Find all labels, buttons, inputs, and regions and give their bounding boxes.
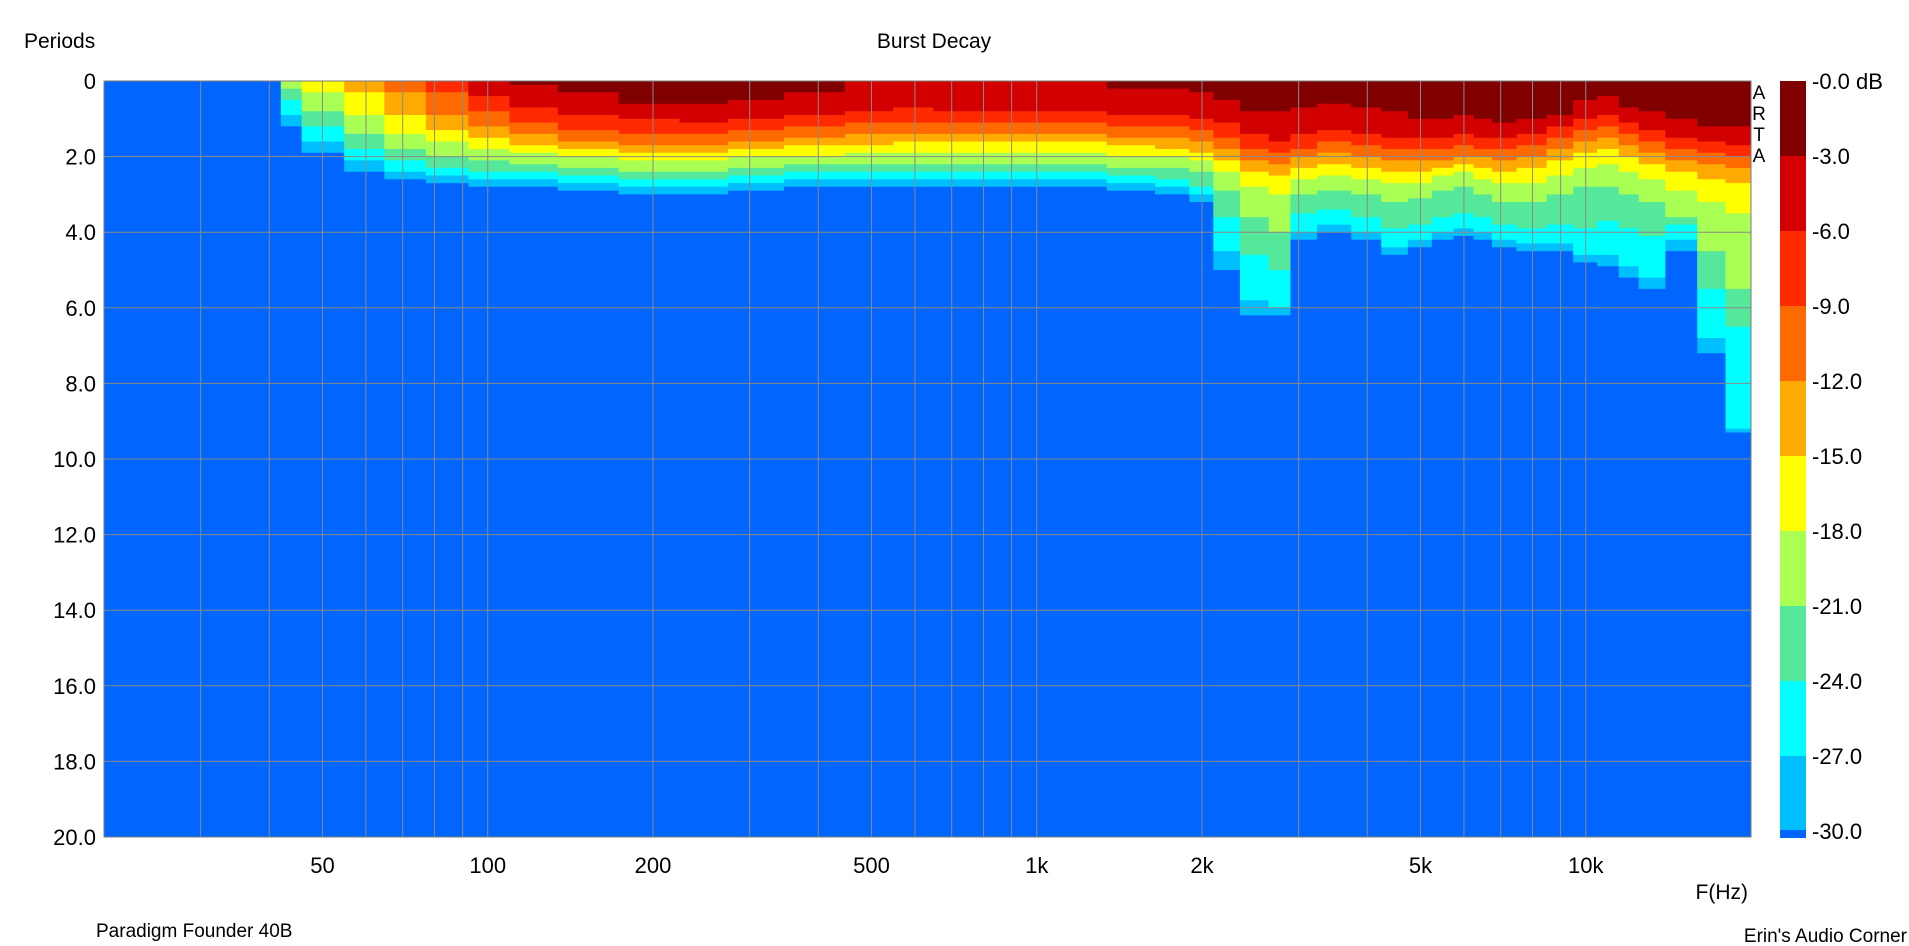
x-tick-label: 10k <box>1568 853 1604 878</box>
colorbar-label: -3.0 <box>1812 144 1850 169</box>
y-tick-label: 14.0 <box>53 598 96 623</box>
colorbar-label: -12.0 <box>1812 369 1862 394</box>
decay-contours <box>280 81 1751 433</box>
x-tick-label: 50 <box>310 853 334 878</box>
arta-letter: A <box>1753 83 1766 104</box>
colorbar-label: -21.0 <box>1812 594 1862 619</box>
colorbar-band <box>1780 830 1806 838</box>
y-tick-label: 18.0 <box>53 749 96 774</box>
x-axis-label: F(Hz) <box>1696 881 1748 904</box>
x-tick-label: 5k <box>1409 853 1433 878</box>
y-tick-label: 6.0 <box>65 296 96 321</box>
x-tick-label: 200 <box>635 853 672 878</box>
y-axis-label: Periods <box>24 30 95 53</box>
arta-letter: T <box>1753 125 1765 146</box>
colorbar: -0.0 dB -3.0 -6.0 -9.0 -12.0 -15.0 -18.0 -21.0 -… <box>1780 69 1883 844</box>
y-tick-label: 12.0 <box>53 523 96 548</box>
colorbar-band <box>1780 81 1806 156</box>
grid-lines <box>104 81 1751 837</box>
colorbar-band <box>1780 381 1806 456</box>
y-tick-label: 0 <box>84 69 96 94</box>
x-tick-label: 100 <box>469 853 506 878</box>
x-axis-ticks: 50 100 200 500 1k 2k 5k 10k <box>310 853 1604 878</box>
x-tick-label: 1k <box>1025 853 1049 878</box>
colorbar-band <box>1780 531 1806 606</box>
colorbar-band <box>1780 231 1806 306</box>
colorbar-label: -9.0 <box>1812 294 1850 319</box>
arta-letter: R <box>1752 104 1766 125</box>
credit-text: Erin's Audio Corner <box>1744 926 1908 946</box>
decay-band-m3 <box>280 81 1751 127</box>
y-tick-label: 16.0 <box>53 674 96 699</box>
colorbar-label: -30.0 <box>1812 819 1862 844</box>
colorbar-band <box>1780 306 1806 381</box>
colorbar-label: -24.0 <box>1812 669 1862 694</box>
colorbar-label: -15.0 <box>1812 444 1862 469</box>
colorbar-band <box>1780 681 1806 756</box>
plot-frame <box>103 80 1752 838</box>
x-tick-label: 2k <box>1190 853 1214 878</box>
arta-letter: A <box>1753 146 1766 167</box>
colorbar-label: -6.0 <box>1812 219 1850 244</box>
chart-title: Burst Decay <box>877 30 992 53</box>
plot-border <box>103 80 1752 838</box>
y-tick-label: 20.0 <box>53 825 96 850</box>
x-tick-label: 500 <box>853 853 890 878</box>
colorbar-label: -0.0 dB <box>1812 69 1883 94</box>
y-tick-label: 4.0 <box>65 220 96 245</box>
y-axis-ticks: 0 2.0 4.0 6.0 8.0 10.0 12.0 14.0 16.0 18.0 20.0 <box>53 69 96 850</box>
colorbar-band <box>1780 456 1806 531</box>
colorbar-label: -27.0 <box>1812 744 1862 769</box>
product-name: Paradigm Founder 40B <box>96 921 292 942</box>
y-tick-label: 2.0 <box>65 145 96 170</box>
y-tick-label: 10.0 <box>53 447 96 472</box>
colorbar-label: -18.0 <box>1812 519 1862 544</box>
y-tick-label: 8.0 <box>65 371 96 396</box>
colorbar-band <box>1780 756 1806 831</box>
colorbar-band <box>1780 156 1806 231</box>
colorbar-band <box>1780 606 1806 681</box>
